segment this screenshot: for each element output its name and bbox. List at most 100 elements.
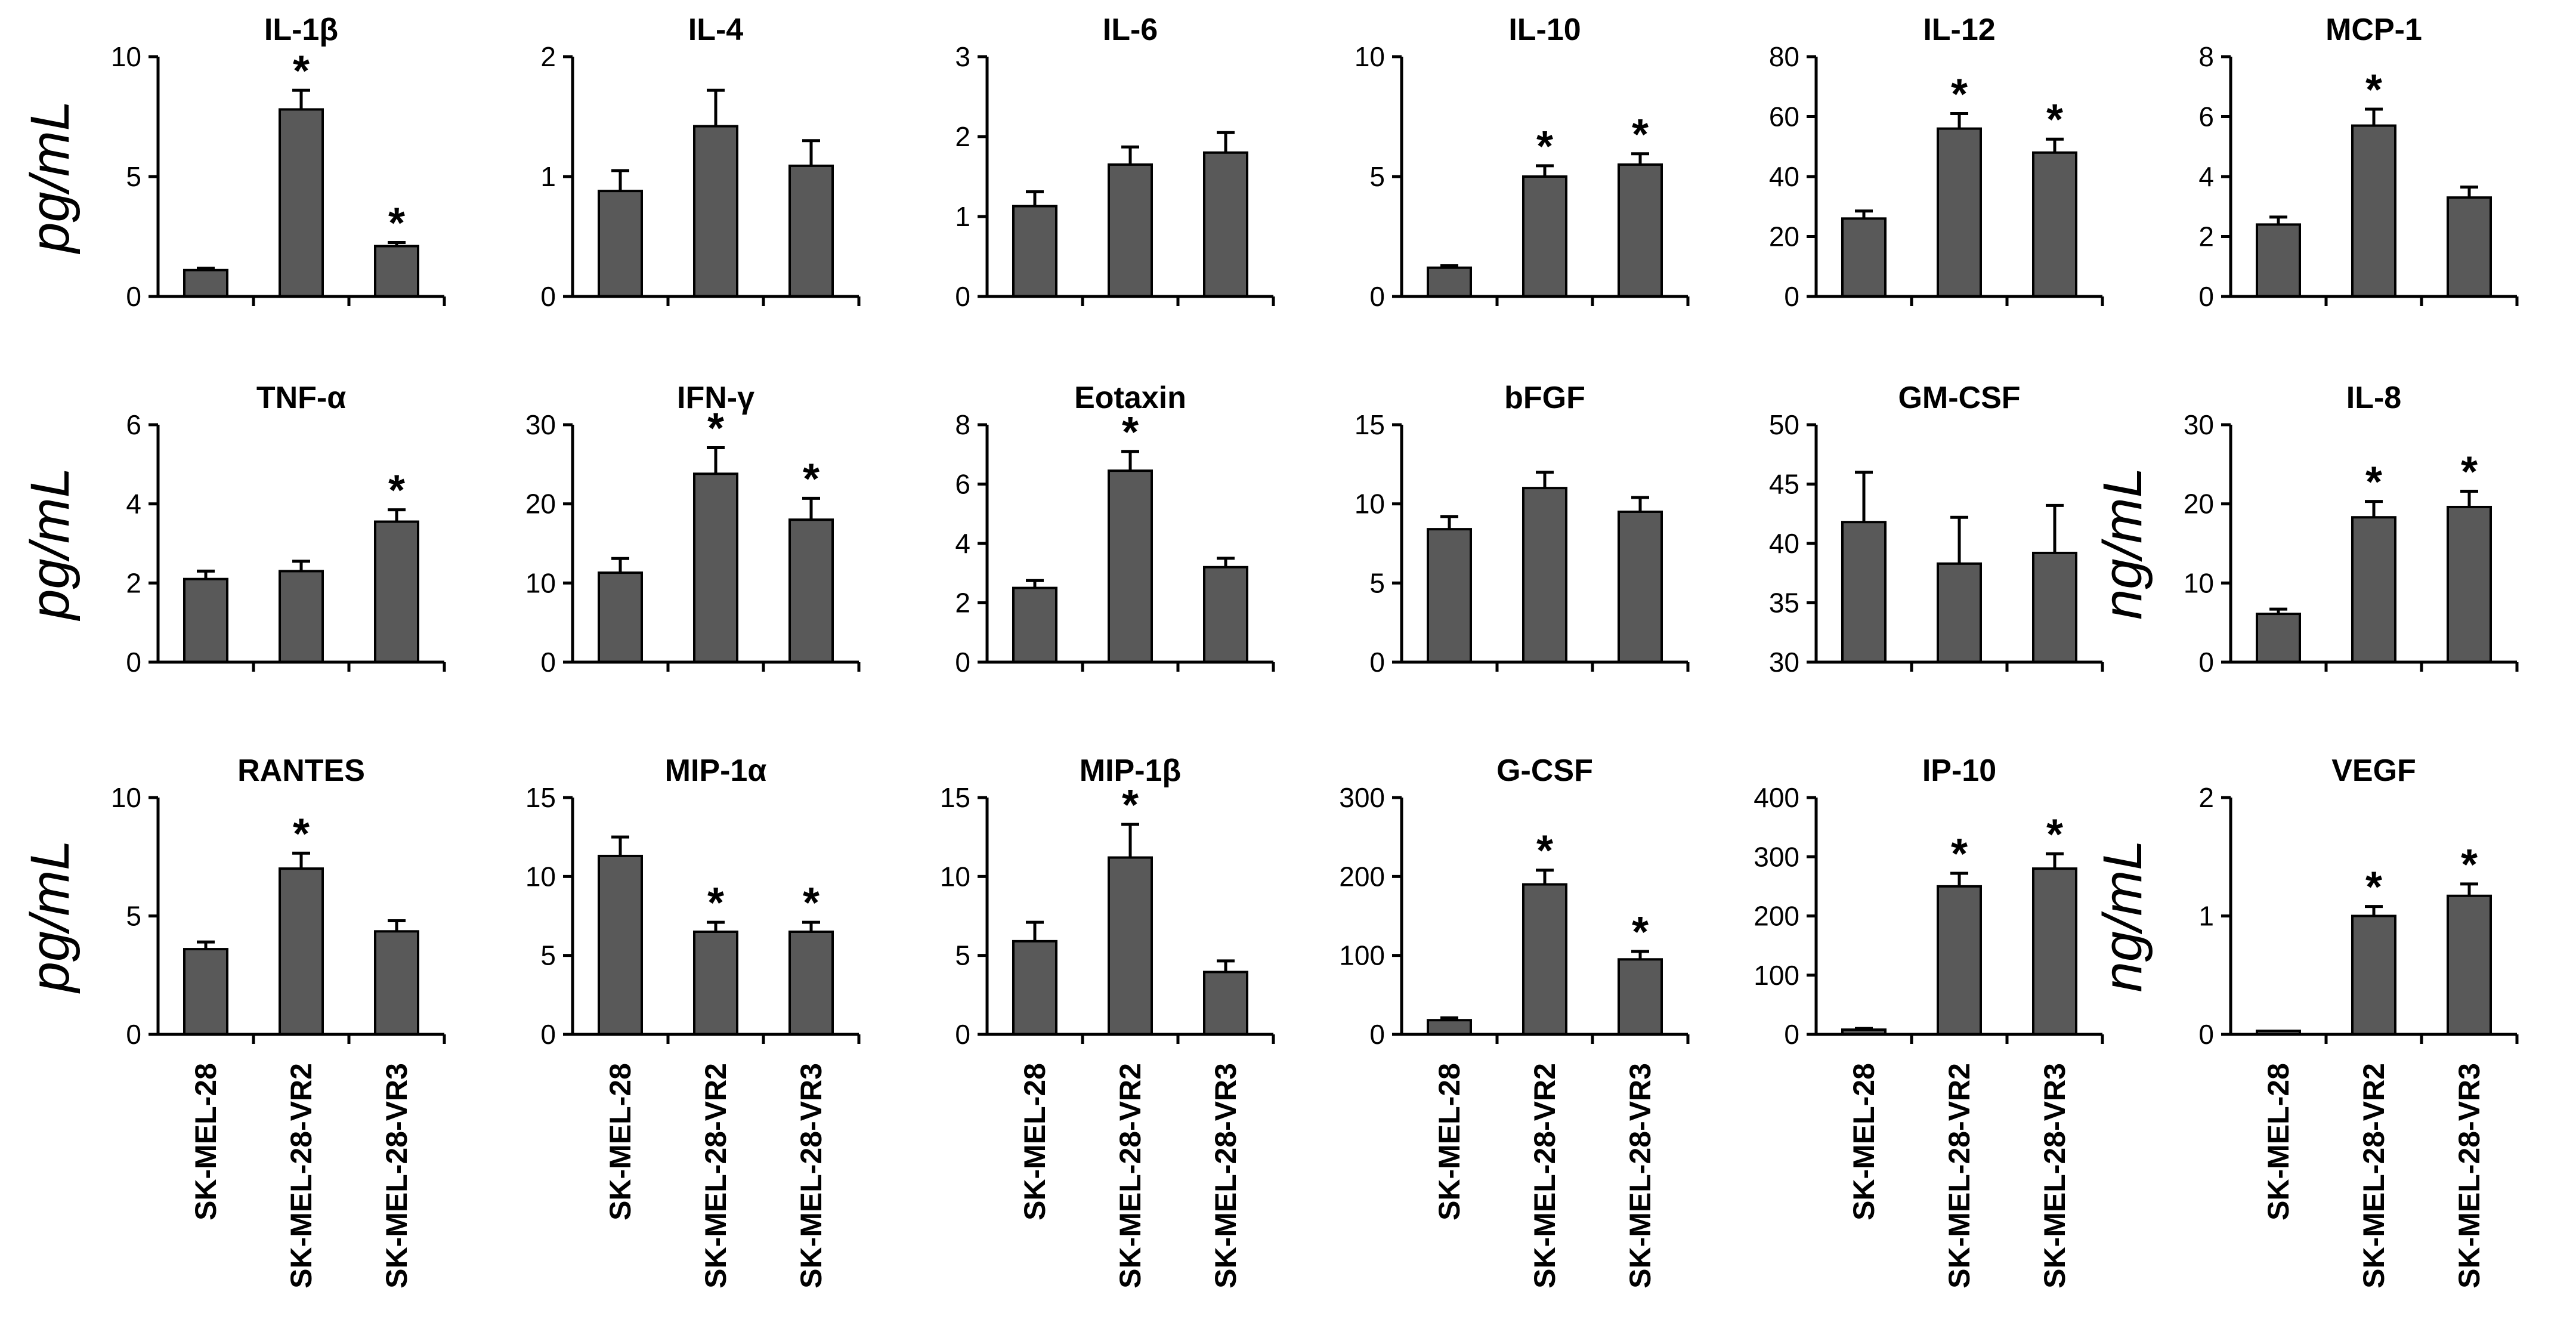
- y-tick-label: 30: [1769, 647, 1799, 678]
- significance-star: *: [2461, 448, 2478, 496]
- bar-sk-mel-28: [598, 190, 643, 298]
- bar-sk-mel-28-vr2: [1108, 856, 1153, 1036]
- category-label-sk-mel-28-vr2: SK-MEL-28-VR2: [699, 1063, 732, 1288]
- panel-eotaxin: Eotaxin* 0 2 4 6 8: [955, 381, 1275, 678]
- category-label-sk-mel-28-vr2: SK-MEL-28-VR2: [284, 1063, 318, 1288]
- bar-sk-mel-28-vr3: [2447, 505, 2492, 663]
- bar-sk-mel-28-vr2: [1108, 163, 1153, 298]
- y-tick-label: 30: [2184, 409, 2214, 440]
- bar-sk-mel-28-vr2: [693, 125, 738, 298]
- bar-sk-mel-28: [598, 571, 643, 663]
- panel-title: G-CSF: [1496, 753, 1593, 788]
- panel-title: IL-4: [688, 13, 744, 47]
- y-tick-label: 0: [540, 647, 556, 678]
- y-tick-label: 5: [126, 901, 141, 932]
- panel-bfgf: bFGF 0 5 10 15: [1355, 381, 1690, 678]
- y-tick-label: 1: [2198, 901, 2214, 932]
- y-tick-label: 4: [2198, 161, 2214, 192]
- y-tick-label: 0: [955, 647, 970, 678]
- y-tick-label: 5: [540, 940, 556, 971]
- y-tick-label: 30: [525, 409, 556, 440]
- y-tick-label: 10: [940, 861, 970, 892]
- panel-vegf: VEGF * * 0 1 2 ng/mL SK-MEL-28 SK-MEL-28-VR2 SK-M…: [2092, 753, 2519, 1288]
- significance-star: *: [1122, 781, 1139, 829]
- category-label-sk-mel-28: SK-MEL-28: [1847, 1063, 1881, 1220]
- bar-sk-mel-28-vr3: [374, 245, 419, 298]
- y-tick-label: 15: [1355, 409, 1385, 440]
- category-label-sk-mel-28-vr3: SK-MEL-28-VR3: [794, 1063, 828, 1288]
- y-tick-label: 20: [2184, 489, 2214, 520]
- significance-star: *: [1536, 827, 1553, 875]
- panel-title: VEGF: [2331, 753, 2416, 788]
- bar-sk-mel-28-vr3: [2447, 894, 2492, 1036]
- significance-star: *: [293, 810, 310, 858]
- bar-sk-mel-28-vr3: [788, 164, 834, 298]
- bar-sk-mel-28-vr3: [788, 930, 834, 1036]
- y-tick-label: 2: [955, 121, 970, 152]
- bar-sk-mel-28-vr2: [693, 930, 738, 1036]
- category-label-sk-mel-28-vr2: SK-MEL-28-VR2: [1943, 1063, 1976, 1288]
- y-tick-label: 2: [126, 567, 141, 598]
- panel-il-8: IL-8 * * 0 10 20 30 ng/mL: [2092, 381, 2519, 678]
- y-tick-label: 10: [525, 567, 556, 598]
- panel-mip-1: MIP-1α * * 0 5 10 15 SK-MEL-28 SK-MEL-28-VR2 SK-M…: [525, 753, 861, 1288]
- y-tick-label: 10: [2184, 567, 2214, 598]
- bar-sk-mel-28: [183, 268, 228, 298]
- significance-star: *: [2046, 811, 2063, 858]
- y-tick-label: 80: [1769, 41, 1799, 72]
- panel-rantes: RANTES * 0 5 10 pg/mL SK-MEL-28 SK-MEL-28-VR2 SK…: [20, 753, 446, 1288]
- bar-sk-mel-28-vr2: [1108, 469, 1153, 663]
- panel-title: IL-12: [1923, 13, 1995, 47]
- panel-tnf: TNF-α * 0 2 4 6 pg/mL: [20, 381, 446, 678]
- category-label-sk-mel-28: SK-MEL-28: [1433, 1063, 1466, 1220]
- bar-sk-mel-28-vr3: [788, 518, 834, 664]
- significance-star: *: [2365, 66, 2382, 114]
- bar-sk-mel-28-vr2: [1522, 883, 1567, 1036]
- y-tick-label: 35: [1769, 588, 1799, 619]
- y-tick-label: 0: [1369, 647, 1385, 678]
- panel-ip-10: IP-10 * * 0 100 200 300 400 SK-MEL-28 SK-MEL-28-V…: [1754, 753, 2104, 1288]
- category-label-sk-mel-28-vr3: SK-MEL-28-VR3: [380, 1063, 413, 1288]
- y-tick-label: 40: [1769, 528, 1799, 559]
- bar-sk-mel-28-vr2: [693, 472, 738, 664]
- y-tick-label: 60: [1769, 101, 1799, 132]
- category-label-sk-mel-28: SK-MEL-28: [189, 1063, 222, 1220]
- bar-sk-mel-28-vr3: [374, 520, 419, 663]
- y-tick-label: 5: [126, 161, 141, 192]
- bar-sk-mel-28-vr3: [1203, 566, 1248, 663]
- panel-gm-csf: GM-CSF 30 35 40 45 50: [1769, 381, 2104, 678]
- panel-title: IP-10: [1922, 753, 1996, 788]
- bar-sk-mel-28-vr2: [1522, 487, 1567, 664]
- y-tick-label: 0: [1784, 1019, 1799, 1050]
- y-tick-label: 4: [126, 489, 141, 520]
- y-tick-label: 15: [525, 782, 556, 813]
- category-label-sk-mel-28-vr2: SK-MEL-28-VR2: [2357, 1063, 2391, 1288]
- panel-title: RANTES: [237, 753, 365, 788]
- category-label-sk-mel-28-vr2: SK-MEL-28-VR2: [1114, 1063, 1147, 1288]
- bar-sk-mel-28-vr3: [1618, 163, 1663, 298]
- bar-sk-mel-28: [2256, 223, 2301, 298]
- panel-mcp-1: MCP-1 * 0 2 4 6 8: [2198, 13, 2519, 312]
- y-tick-label: 2: [2198, 221, 2214, 252]
- significance-star: *: [2365, 864, 2382, 911]
- category-label-sk-mel-28: SK-MEL-28: [2262, 1063, 2295, 1220]
- bar-sk-mel-28-vr3: [374, 930, 419, 1036]
- bar-sk-mel-28-vr3: [1203, 971, 1248, 1036]
- bar-sk-mel-28-vr3: [2447, 196, 2492, 298]
- y-tick-label: 0: [1784, 281, 1799, 312]
- panel-title: GM-CSF: [1898, 381, 2020, 415]
- y-tick-label: 10: [525, 861, 556, 892]
- bar-sk-mel-28: [2256, 613, 2301, 664]
- bar-sk-mel-28-vr3: [2032, 551, 2077, 663]
- y-tick-label: 0: [2198, 647, 2214, 678]
- panel-il-12: IL-12 * * 0 20 40 60 80: [1769, 13, 2104, 312]
- bar-sk-mel-28: [1427, 1019, 1472, 1036]
- y-tick-label: 2: [2198, 782, 2214, 813]
- significance-star: *: [1951, 830, 1968, 878]
- panel-title: Eotaxin: [1074, 381, 1186, 415]
- y-tick-label: 100: [1339, 940, 1385, 971]
- bar-sk-mel-28-vr3: [1618, 958, 1663, 1036]
- y-tick-label: 0: [955, 1019, 970, 1050]
- bar-sk-mel-28: [1012, 205, 1057, 298]
